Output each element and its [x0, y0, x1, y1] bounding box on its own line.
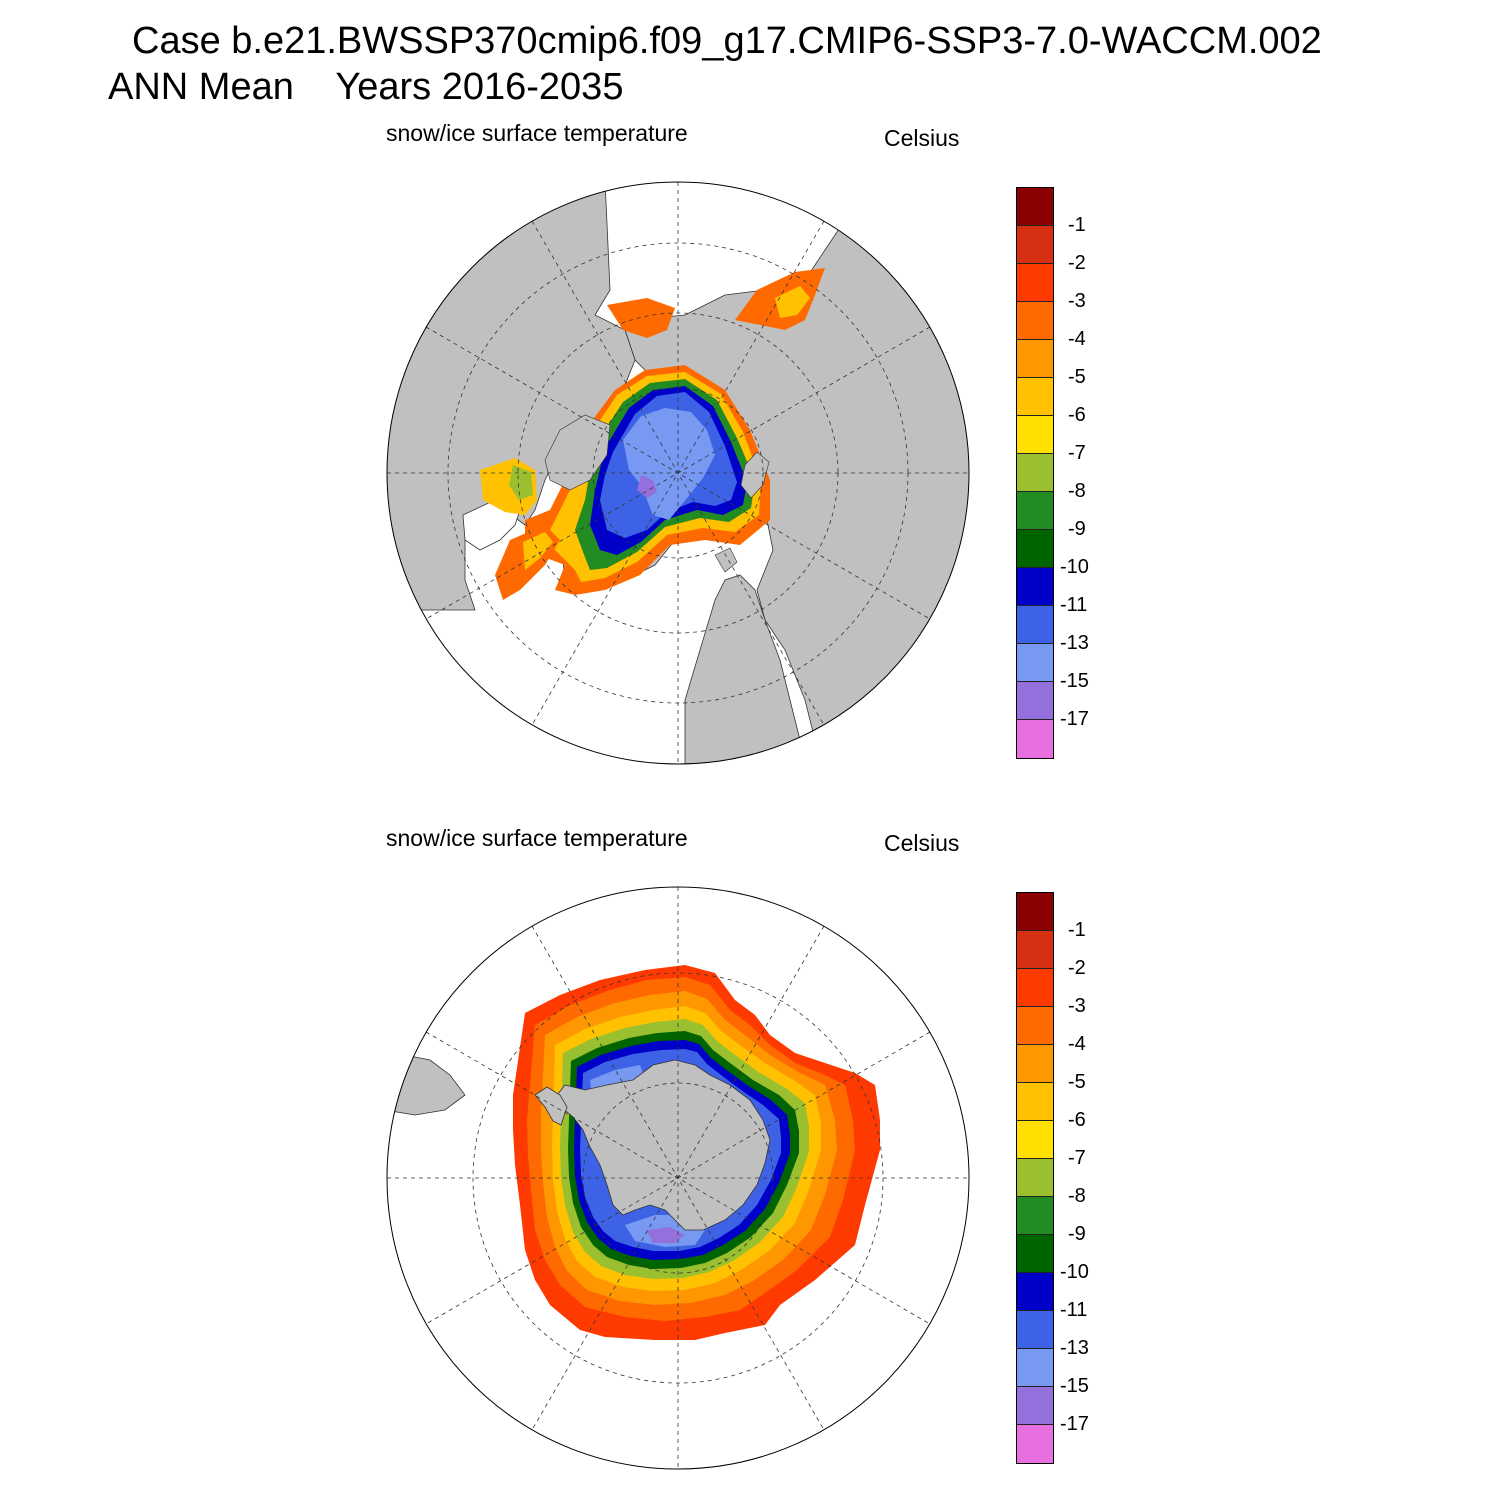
north-land-archipelago	[544, 414, 611, 491]
south-colorbar-tick-label: -7	[1068, 1147, 1086, 1169]
north-colorbar-swatch	[1017, 644, 1053, 682]
south-colorbar-tick-label: -9	[1068, 1223, 1086, 1245]
south-colorbar-swatch	[1017, 1349, 1053, 1387]
south-colorbar-swatch	[1017, 1045, 1053, 1083]
south-colorbar-tick-label: -5	[1068, 1071, 1086, 1093]
north-land-novaya-zemlya	[740, 451, 770, 499]
north-colorbar-tick-label: -15	[1060, 670, 1089, 692]
south-colorbar-tick-label: -10	[1060, 1261, 1089, 1283]
south-colorbar-swatch	[1017, 1387, 1053, 1425]
south-colorbar-swatch	[1017, 1083, 1053, 1121]
south-colorbar-swatch	[1017, 1007, 1053, 1045]
north-colorbar-swatch	[1017, 454, 1053, 492]
south-panel-variable-label: snow/ice surface temperature	[386, 825, 688, 851]
north-colorbar	[1016, 187, 1054, 759]
north-colorbar-swatch	[1017, 492, 1053, 530]
north-colorbar-swatch	[1017, 530, 1053, 568]
south-colorbar-tick-label: -8	[1068, 1185, 1086, 1207]
north-colorbar-tick-label: -9	[1068, 518, 1086, 540]
south-land-peninsula	[534, 1086, 568, 1126]
north-colorbar-tick-label: -8	[1068, 480, 1086, 502]
north-colorbar-tick-label: -6	[1068, 404, 1086, 426]
north-colorbar-swatch	[1017, 416, 1053, 454]
south-colorbar-tick-label: -3	[1068, 995, 1086, 1017]
south-colorbar-swatch	[1017, 969, 1053, 1007]
north-colorbar-swatch	[1017, 682, 1053, 720]
north-colorbar-swatch	[1017, 226, 1053, 264]
south-colorbar-tick-label: -17	[1060, 1413, 1089, 1435]
north-ice-okhotsk-inner	[775, 286, 810, 318]
south-colorbar-tick-label: -13	[1060, 1337, 1089, 1359]
south-colorbar-tick-label: -15	[1060, 1375, 1089, 1397]
south-colorbar-swatch	[1017, 1425, 1053, 1463]
south-colorbar-swatch	[1017, 893, 1053, 931]
north-colorbar-swatch	[1017, 302, 1053, 340]
north-ice-bering	[607, 298, 675, 338]
south-colorbar-swatch	[1017, 1121, 1053, 1159]
south-ice-violet-ross	[647, 1227, 685, 1243]
figure-title-line-1: Case b.e21.BWSSP370cmip6.f09_g17.CMIP6-S…	[132, 20, 1322, 62]
south-panel-units-label: Celsius	[884, 830, 960, 856]
south-colorbar-swatch	[1017, 1197, 1053, 1235]
south-colorbar	[1016, 892, 1054, 1464]
south-colorbar-tick-label: -11	[1060, 1299, 1088, 1321]
north-colorbar-tick-label: -17	[1060, 708, 1089, 730]
north-colorbar-swatch	[1017, 188, 1053, 226]
north-colorbar-swatch	[1017, 340, 1053, 378]
south-colorbar-swatch	[1017, 931, 1053, 969]
north-colorbar-tick-label: -13	[1060, 632, 1089, 654]
north-colorbar-tick-label: -4	[1068, 328, 1086, 350]
north-colorbar-swatch	[1017, 568, 1053, 606]
south-colorbar-swatch	[1017, 1235, 1053, 1273]
south-colorbar-tick-label: -2	[1068, 957, 1086, 979]
north-ice-labrador-inner	[523, 532, 553, 570]
south-land-antarctica	[552, 1059, 771, 1231]
north-colorbar-tick-label: -2	[1068, 252, 1086, 274]
north-panel-variable-label: snow/ice surface temperature	[386, 120, 688, 146]
south-colorbar-swatch	[1017, 1159, 1053, 1197]
north-ice-violet	[637, 475, 657, 498]
north-panel-units-label: Celsius	[884, 125, 960, 151]
south-colorbar-tick-label: -4	[1068, 1033, 1086, 1055]
north-colorbar-tick-label: -11	[1060, 594, 1088, 616]
north-colorbar-tick-label: -3	[1068, 290, 1086, 312]
north-colorbar-tick-label: -10	[1060, 556, 1089, 578]
north-colorbar-swatch	[1017, 378, 1053, 416]
south-colorbar-swatch	[1017, 1273, 1053, 1311]
north-polar-map	[386, 181, 970, 765]
north-colorbar-swatch	[1017, 720, 1053, 758]
south-colorbar-tick-label: -1	[1068, 919, 1086, 941]
north-land-svalbard	[714, 547, 738, 573]
south-polar-map	[386, 886, 970, 1470]
north-colorbar-swatch	[1017, 264, 1053, 302]
south-colorbar-tick-label: -6	[1068, 1109, 1086, 1131]
figure-title-line-2: ANN Mean Years 2016-2035	[108, 66, 624, 108]
north-colorbar-tick-label: -5	[1068, 366, 1086, 388]
north-colorbar-tick-label: -1	[1068, 214, 1086, 236]
north-colorbar-tick-label: -7	[1068, 442, 1086, 464]
south-colorbar-swatch	[1017, 1311, 1053, 1349]
north-ice-baffin-green	[509, 465, 533, 500]
north-colorbar-swatch	[1017, 606, 1053, 644]
